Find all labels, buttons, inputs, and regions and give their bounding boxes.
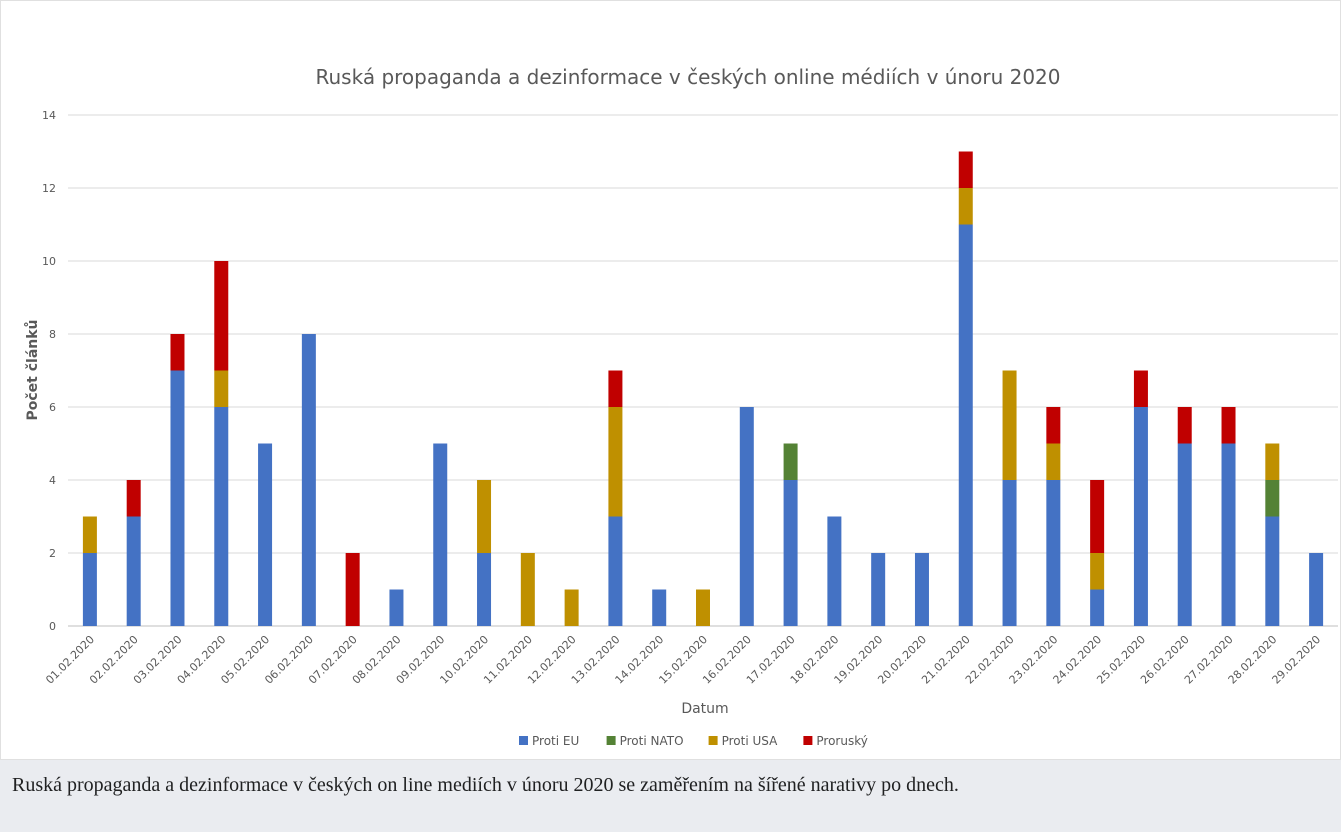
bar-segment	[1309, 553, 1324, 626]
bar-segment	[958, 151, 973, 188]
bar-segment	[783, 443, 798, 480]
bar-segment	[1002, 370, 1017, 480]
bar-segment	[170, 370, 185, 626]
bar-segment	[1177, 443, 1192, 626]
bar-segment	[520, 553, 535, 626]
bar-segment	[82, 553, 97, 626]
bar-segment	[126, 516, 141, 626]
legend-swatch	[606, 736, 616, 745]
bar-segment	[1177, 407, 1192, 444]
bar-segment	[1265, 443, 1280, 480]
y-tick-label: 8	[49, 328, 56, 341]
bar-segment	[1221, 443, 1236, 626]
legend-label: Proti USA	[722, 734, 779, 748]
bar-segment	[914, 553, 929, 626]
bar-segment	[477, 480, 492, 553]
bar-segment	[1133, 370, 1148, 407]
bar-segment	[1090, 553, 1105, 590]
bar-segment	[652, 589, 667, 626]
bar-segment	[827, 516, 842, 626]
bar-segment	[1090, 589, 1105, 626]
y-tick-label: 10	[42, 255, 56, 268]
bar-segment	[739, 407, 754, 626]
bar-segment	[301, 334, 316, 626]
bar-segment	[608, 407, 623, 517]
y-tick-label: 14	[42, 109, 56, 122]
bar-segment	[214, 407, 229, 626]
bar-segment	[170, 334, 185, 371]
bar-segment	[696, 589, 710, 626]
bar-segment	[564, 589, 579, 626]
legend-label: Proti EU	[532, 734, 579, 748]
bar-segment	[608, 370, 623, 407]
legend-swatch	[519, 736, 528, 745]
legend-label: Proti NATO	[620, 734, 684, 748]
y-tick-label: 6	[49, 401, 56, 414]
y-tick-label: 0	[49, 620, 56, 633]
bar-segment	[608, 516, 623, 626]
bar-segment	[345, 553, 360, 626]
x-axis-title: Datum	[681, 701, 728, 717]
y-tick-label: 4	[49, 474, 56, 487]
legend-label: Proruský	[816, 734, 867, 748]
bar-segment	[1133, 407, 1148, 626]
bar-segment	[1046, 443, 1061, 480]
caption: Ruská propaganda a dezinformace v českýc…	[0, 760, 1341, 832]
bar-segment	[214, 261, 229, 371]
bar-segment	[1090, 480, 1105, 553]
bar-segment	[214, 370, 229, 407]
y-tick-label: 12	[42, 182, 56, 195]
bar-segment	[958, 224, 973, 626]
bar-segment	[783, 480, 798, 626]
bar-segment	[1265, 516, 1280, 626]
bar-segment	[433, 443, 448, 626]
y-axis-title: Počet článků	[24, 319, 41, 420]
bar-segment	[1046, 407, 1061, 444]
chart-title: Ruská propaganda a dezinformace v českýc…	[316, 65, 1061, 89]
y-tick-label: 2	[49, 547, 56, 560]
legend-swatch	[803, 736, 813, 745]
bar-segment	[389, 589, 404, 626]
chart: Ruská propaganda a dezinformace v českýc…	[0, 0, 1341, 760]
bar-segment	[1046, 480, 1061, 626]
bar-segment	[871, 553, 886, 626]
bar-segment	[477, 553, 492, 626]
bar-segment	[82, 516, 97, 553]
legend-swatch	[708, 736, 718, 745]
bar-segment	[1221, 407, 1236, 444]
bar-segment	[126, 480, 141, 517]
bar-segment	[258, 443, 273, 626]
bar-segment	[958, 188, 973, 225]
bar-segment	[1002, 480, 1017, 626]
bar-segment	[1265, 480, 1280, 517]
